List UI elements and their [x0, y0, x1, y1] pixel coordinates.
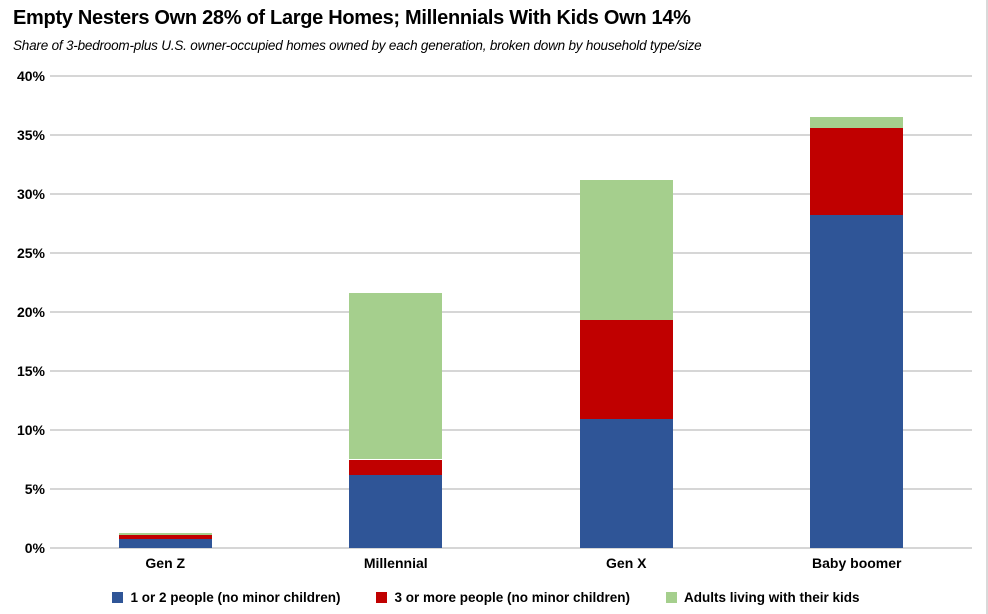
- bar-segment: [118, 532, 212, 536]
- gridline: [50, 252, 972, 254]
- y-axis-tick-label: 5%: [24, 481, 45, 497]
- chart-title: Empty Nesters Own 28% of Large Homes; Mi…: [13, 7, 691, 29]
- x-axis-category-label: Millennial: [363, 555, 428, 571]
- bar-segment: [810, 215, 904, 548]
- x-axis-category-label: Gen Z: [145, 555, 186, 571]
- y-axis-tick-label: 35%: [16, 127, 45, 143]
- bar-segment: [810, 127, 904, 216]
- legend: 1 or 2 people (no minor children) 3 or mo…: [0, 590, 972, 605]
- chart-subtitle: Share of 3-bedroom-plus U.S. owner-occup…: [13, 38, 702, 53]
- x-axis-category-label: Gen X: [606, 555, 647, 571]
- gridline: [50, 134, 972, 136]
- legend-item: 1 or 2 people (no minor children): [112, 590, 340, 605]
- bar-segment: [579, 179, 673, 321]
- bar-segment: [349, 459, 443, 475]
- y-axis-tick-label: 30%: [16, 186, 45, 202]
- bar-segment: [118, 538, 212, 548]
- legend-label: Adults living with their kids: [684, 590, 860, 605]
- gridline: [50, 429, 972, 431]
- gridline: [50, 311, 972, 313]
- x-axis-category-label: Baby boomer: [812, 555, 902, 571]
- legend-item: 3 or more people (no minor children): [376, 590, 630, 605]
- bar-segment: [579, 419, 673, 548]
- legend-label: 3 or more people (no minor children): [394, 590, 631, 605]
- bar-segment: [579, 320, 673, 420]
- gridline: [50, 488, 972, 490]
- y-axis-tick-label: 20%: [16, 304, 45, 320]
- y-axis-tick-label: 25%: [16, 245, 45, 261]
- y-axis-tick-label: 10%: [16, 422, 45, 438]
- bar-segment: [349, 474, 443, 548]
- y-axis-tick-label: 0%: [24, 540, 45, 556]
- legend-swatch-icon: [666, 592, 678, 603]
- bar-segment: [349, 293, 443, 460]
- gridline: [50, 193, 972, 195]
- gridline: [50, 547, 972, 549]
- legend-item: Adults living with their kids: [666, 590, 860, 605]
- y-axis-tick-label: 40%: [16, 68, 45, 84]
- legend-label: 1 or 2 people (no minor children): [130, 590, 341, 605]
- legend-swatch-icon: [376, 592, 388, 603]
- gridline: [50, 370, 972, 372]
- y-axis-tick-label: 15%: [16, 363, 45, 379]
- legend-swatch-icon: [112, 592, 124, 603]
- bar-segment: [118, 535, 212, 539]
- gridline: [50, 75, 972, 77]
- bar-segment: [810, 117, 904, 128]
